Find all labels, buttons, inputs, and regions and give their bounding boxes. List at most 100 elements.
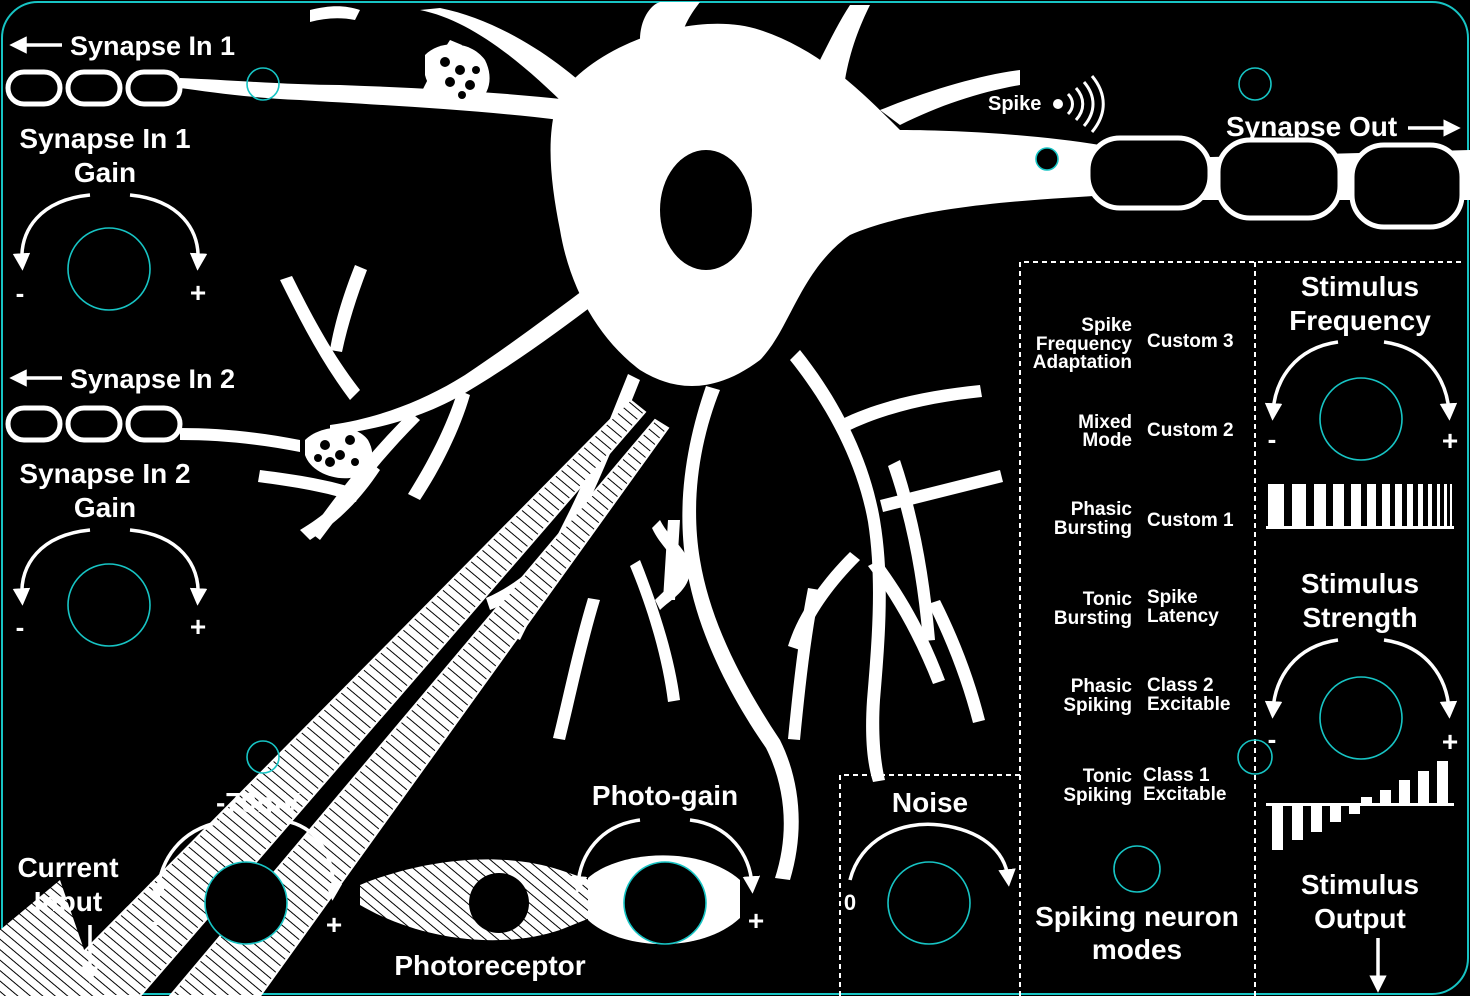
synapse-chains <box>5 69 183 443</box>
stim-strength-cw-arrow <box>1383 638 1458 719</box>
synapse-in-2-jack-label: Synapse In 2 <box>9 364 235 394</box>
mode-left-4-line0: Phasic <box>1071 676 1133 697</box>
neuron-illustration <box>180 2 1110 880</box>
membrane-ccw-arrow <box>149 820 221 901</box>
gain2-cw-arrow <box>129 528 208 606</box>
stim-strength-label-line1: Stimulus <box>1301 568 1419 599</box>
mode-right-5-line1: Excitable <box>1143 784 1226 805</box>
mode-left-2-line0: Phasic <box>1071 499 1133 520</box>
synapse-in-2-gain-label-line1: Synapse In 2 <box>19 458 190 489</box>
gain2-minus: - <box>16 612 25 642</box>
stim-freq-label-line2: Frequency <box>1289 305 1431 336</box>
stim-freq-label-line1: Stimulus <box>1301 271 1419 302</box>
synapse-in-1-gain-label-line1: Synapse In 1 <box>19 123 190 154</box>
stim-strength-label-line2: Strength <box>1302 602 1417 633</box>
synapse-out-label: Synapse Out <box>1226 111 1397 142</box>
section-dividers <box>839 261 1465 996</box>
membrane-knob[interactable] <box>204 861 288 945</box>
axon-myelin <box>1085 135 1470 230</box>
mode-right-2-line0: Custom 1 <box>1147 510 1234 531</box>
membrane-minus: - <box>152 906 161 936</box>
mode-right-0-line0: Custom 3 <box>1147 331 1234 352</box>
gain1-ccw-arrow <box>12 193 91 271</box>
mode-right-4-line0: Class 2 <box>1147 675 1214 696</box>
mode-right-4-line1: Excitable <box>1147 694 1230 715</box>
stim-strength-ccw-arrow <box>1264 638 1339 719</box>
svg-text:Synapse In 2: Synapse In 2 <box>70 364 235 394</box>
photo-gain-label: Photo-gain <box>592 780 738 811</box>
stim-output-label-line1: Stimulus <box>1301 869 1419 900</box>
mode-left-3-line1: Bursting <box>1054 608 1132 629</box>
mode-left-5-line0: Tonic <box>1083 766 1133 787</box>
photo-gain-knob[interactable] <box>623 861 707 945</box>
gain2-ccw-arrow <box>12 528 91 606</box>
membrane-label: -70mV <box>216 787 300 818</box>
stimulus-frequency-knob[interactable] <box>1319 377 1403 461</box>
mode-left-0-line0: Spike <box>1081 315 1132 336</box>
mode-select-button[interactable] <box>1113 845 1161 893</box>
mode-left-1-line0: Mixed <box>1078 412 1132 433</box>
svg-text:Synapse In 1: Synapse In 1 <box>70 31 235 61</box>
mode-cv-jack[interactable] <box>1237 739 1273 775</box>
photoreceptor-label: Photoreceptor <box>394 950 585 981</box>
gain1-plus: + <box>190 277 206 308</box>
synapse-in-2-gain-label-line2: Gain <box>74 492 136 523</box>
stim-freq-ccw-arrow <box>1264 340 1339 421</box>
spike-dot-icon <box>1053 99 1063 109</box>
synapse-in-1-gain-knob[interactable] <box>67 227 151 311</box>
stim-output-label-line2: Output <box>1314 903 1406 934</box>
synapse-in-2-gain-knob[interactable] <box>67 563 151 647</box>
mode-left-1-line1: Mode <box>1082 430 1132 451</box>
mode-right-3-line1: Latency <box>1147 606 1219 627</box>
spiking-modes-list: Spike Frequency Adaptation Mixed Mode Ph… <box>1033 315 1234 806</box>
mode-left-2-line1: Bursting <box>1054 518 1132 539</box>
membrane-cw-arrow <box>289 820 343 901</box>
mode-left-0-line1: Frequency <box>1036 334 1133 355</box>
nucleus <box>660 150 752 270</box>
noise-label: Noise <box>892 787 968 818</box>
synapse-in-1-jack-label: Synapse In 1 <box>9 31 235 61</box>
mode-left-3-line0: Tonic <box>1083 589 1133 610</box>
mode-right-3-line0: Spike <box>1147 587 1198 608</box>
spike-label: Spike <box>988 93 1041 115</box>
mode-right-1-line0: Custom 2 <box>1147 420 1234 441</box>
synapse-in-1-jack[interactable] <box>246 67 280 101</box>
vesicles <box>314 57 480 467</box>
electrodes <box>0 398 670 996</box>
photoreceptor-sensor <box>469 873 529 933</box>
photo-gain-minus: - <box>574 901 583 931</box>
current-input-label-line2: Input <box>34 886 102 917</box>
membrane-jack[interactable] <box>246 740 280 774</box>
mode-left-0-line2: Adaptation <box>1033 352 1132 373</box>
stim-strength-minus: - <box>1268 724 1277 754</box>
signal-waves-icon <box>1066 75 1105 133</box>
mode-right-5-line0: Class 1 <box>1143 765 1210 786</box>
modes-title-line2: modes <box>1092 934 1182 965</box>
noise-zero: 0 <box>844 890 856 915</box>
membrane-plus: + <box>326 909 342 940</box>
stim-strength-plus: + <box>1442 726 1458 757</box>
stim-freq-minus: - <box>1268 424 1277 454</box>
stim-freq-plus: + <box>1442 425 1458 456</box>
synapse-in-1-gain-label-line2: Gain <box>74 157 136 188</box>
gain1-minus: - <box>16 278 25 308</box>
mode-left-5-line1: Spiking <box>1063 785 1132 806</box>
photo-gain-cw-arrow <box>689 818 761 894</box>
stim-freq-cw-arrow <box>1383 340 1458 421</box>
photo-gain-plus: + <box>748 905 764 936</box>
strength-ramp-icon <box>1266 761 1454 850</box>
mode-left-4-line1: Spiking <box>1063 695 1132 716</box>
stimulus-strength-knob[interactable] <box>1319 676 1403 760</box>
noise-knob[interactable] <box>887 861 971 945</box>
gain2-plus: + <box>190 611 206 642</box>
spike-led <box>1035 147 1059 171</box>
gain1-cw-arrow <box>129 193 208 271</box>
modes-title-line1: Spiking neuron <box>1035 901 1239 932</box>
synapse-out-jack[interactable] <box>1238 67 1272 101</box>
photo-gain-ccw-arrow <box>569 818 641 894</box>
frequency-pulse-icon <box>1266 484 1454 529</box>
noise-arrow <box>848 822 1016 887</box>
current-input-label-line1: Current <box>17 852 118 883</box>
